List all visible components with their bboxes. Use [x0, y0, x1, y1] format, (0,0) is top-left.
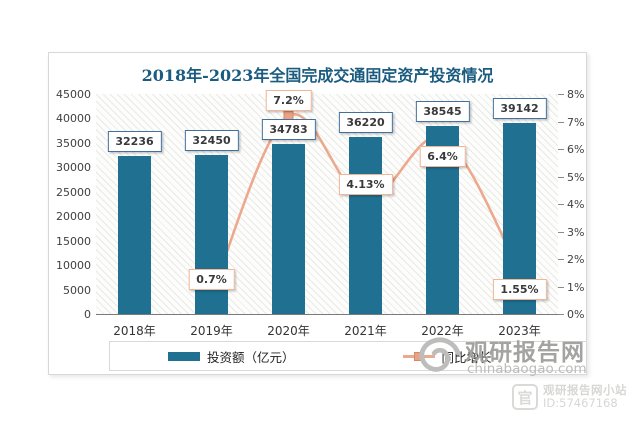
right-axis-tick-mark — [558, 149, 564, 150]
right-axis-tick-mark — [558, 121, 564, 123]
growth-value-label: 1.55% — [492, 279, 547, 301]
right-axis-tick-label: 6% — [567, 143, 585, 156]
bar — [272, 143, 305, 314]
site-badge-logo-icon: 官 — [512, 384, 538, 410]
chart-title: 2018年-2023年全国完成交通固定资产投资情况 — [141, 66, 494, 85]
left-axis-tick-label: 20000 — [56, 210, 91, 224]
x-axis-label: 2023年 — [498, 324, 541, 338]
right-axis-tick-label: 4% — [567, 198, 585, 211]
left-axis-tick-label: 0 — [84, 308, 91, 321]
x-axis-label: 2021年 — [344, 324, 387, 338]
right-axis-tick-mark — [558, 94, 564, 95]
x-axis-label: 2018年 — [113, 324, 156, 338]
left-axis-tick-label: 5000 — [63, 283, 91, 297]
left-axis-tick-label: 40000 — [56, 112, 91, 126]
bar-value-label: 32236 — [107, 131, 162, 153]
x-axis-label: 2020年 — [267, 324, 310, 338]
right-axis-tick-mark — [558, 286, 564, 288]
x-axis-line — [96, 314, 564, 315]
legend-label-investment: 投资额（亿元） — [207, 349, 295, 365]
right-axis-tick-mark — [558, 259, 564, 260]
left-axis-tick-label: 15000 — [56, 234, 91, 248]
bar-value-label: 32450 — [184, 130, 239, 152]
legend-item-investment: 投资额（亿元） — [168, 347, 295, 366]
growth-value-label: 7.2% — [265, 90, 312, 111]
right-axis-tick-label: 1% — [567, 280, 585, 294]
right-axis-tick-label: 0% — [567, 308, 585, 321]
site-badge-text: 观研报告网小站 ID:57467168 — [543, 384, 627, 410]
growth-value-label: 0.7% — [188, 268, 235, 290]
growth-value-label: 4.13% — [338, 174, 393, 196]
legend-item-growth: 同比增长 — [402, 347, 492, 366]
left-axis-tick-label: 45000 — [56, 88, 91, 101]
right-axis-tick-label: 2% — [567, 253, 585, 266]
bar-value-label: 34783 — [261, 118, 316, 140]
site-badge-id: ID:57467168 — [543, 396, 618, 410]
right-axis-tick-label: 7% — [567, 115, 585, 129]
legend: 投资额（亿元） 同比增长 — [109, 341, 587, 371]
left-axis-tick-label: 30000 — [56, 161, 91, 175]
bar-value-label: 38545 — [415, 100, 470, 122]
bar-value-label: 36220 — [338, 111, 393, 133]
legend-line-swatch — [402, 351, 435, 361]
right-axis-tick-label: 5% — [567, 170, 585, 184]
left-axis-tick-label: 35000 — [56, 136, 91, 150]
bar-value-label: 39142 — [492, 97, 547, 119]
left-axis-tick-label: 25000 — [56, 185, 91, 199]
bar — [118, 156, 151, 314]
right-axis-tick-mark — [558, 176, 564, 178]
plot-area — [96, 94, 558, 314]
right-axis-tick-label: 8% — [567, 88, 585, 101]
bar — [349, 136, 382, 314]
right-axis-tick-mark — [558, 314, 564, 315]
legend-bar-swatch — [168, 351, 200, 361]
bar — [195, 155, 228, 314]
chart-panel: 2018年-2023年全国完成交通固定资产投资情况 45000 40000 3500… — [48, 52, 587, 377]
right-axis-tick-mark — [558, 231, 564, 233]
x-axis-label: 2019年 — [190, 324, 233, 338]
x-axis-label: 2022年 — [421, 324, 464, 338]
right-axis-tick-label: 3% — [567, 225, 585, 239]
right-axis-tick-mark — [558, 204, 564, 205]
site-badge-name: 观研报告网小站 — [543, 383, 627, 397]
site-badge: 官 观研报告网小站 ID:57467168 — [512, 384, 627, 410]
legend-label-growth: 同比增长 — [441, 349, 492, 365]
growth-value-label: 6.4% — [419, 146, 466, 167]
left-axis-tick-label: 10000 — [56, 259, 91, 273]
growth-line-layer — [206, 111, 525, 300]
